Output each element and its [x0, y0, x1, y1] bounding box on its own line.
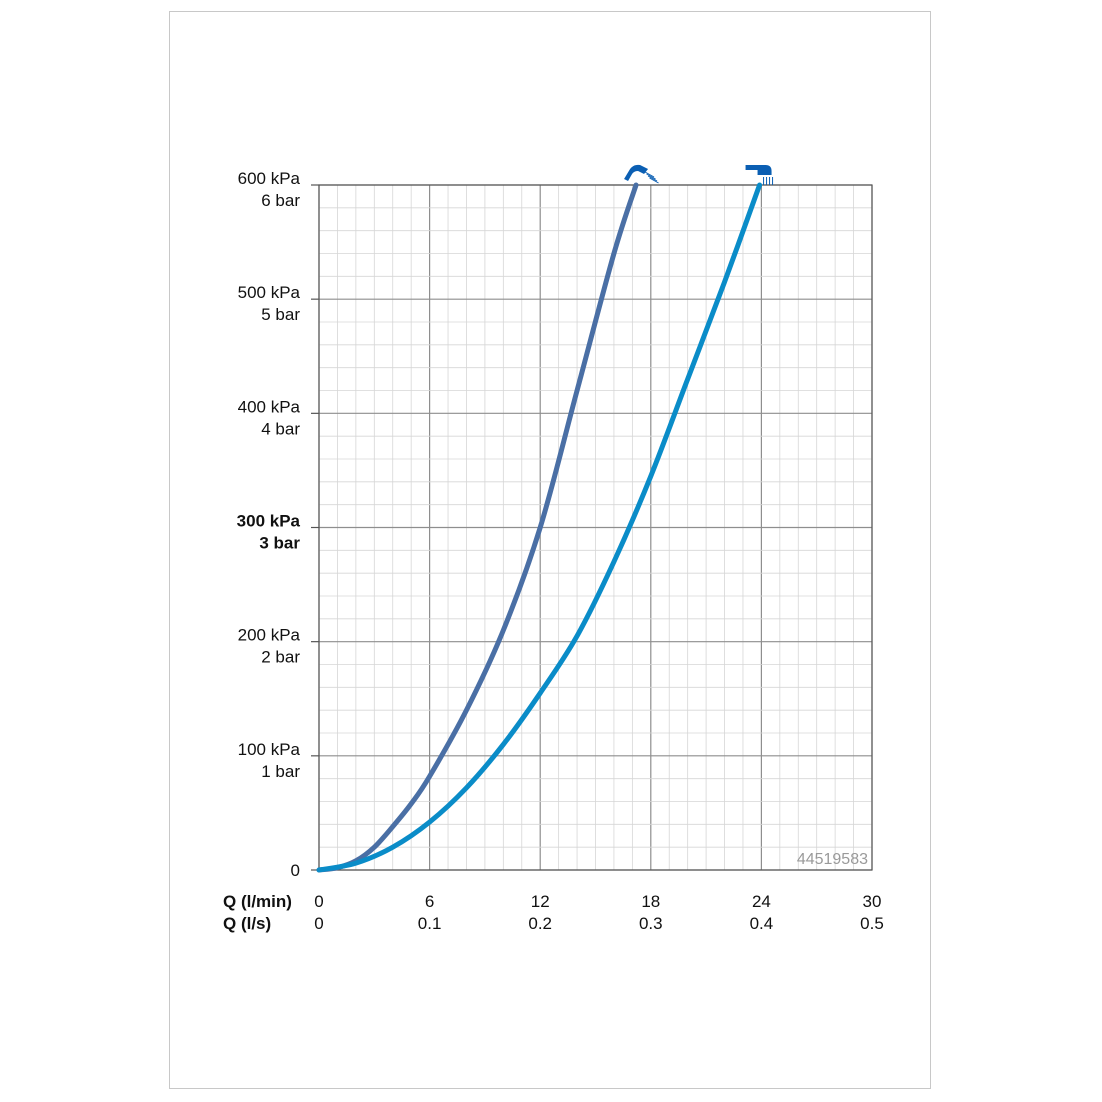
y-tick-label-kpa: 100 kPa [238, 740, 301, 759]
y-tick-label-bar: 3 bar [259, 534, 300, 553]
y-tick-label-bar: 1 bar [261, 762, 300, 781]
y-tick-label-kpa: 400 kPa [238, 397, 301, 416]
x-tick-label: 0.3 [639, 914, 663, 933]
x-tick-label: 0.1 [418, 914, 442, 933]
x-tick-label: 18 [641, 892, 660, 911]
x-axis-label: Q (l/s) [223, 914, 271, 933]
y-tick-label-kpa: 200 kPa [238, 626, 301, 645]
x-tick-label: 24 [752, 892, 771, 911]
chart-annotation: 44519583 [797, 851, 868, 868]
y-axis-ticks: 0 100 kPa 1 bar 200 kPa 2 bar 300 kPa 3 bar 400… [237, 169, 301, 880]
x-tick-label: 12 [531, 892, 550, 911]
spray-line [647, 175, 658, 182]
chart-series [316, 182, 763, 873]
pressure-flow-chart: 0 100 kPa 1 bar 200 kPa 2 bar 300 kPa 3 bar 400… [223, 164, 884, 933]
y-tick-label-kpa: 600 kPa [238, 169, 301, 188]
x-axis-label: Q (l/min) [223, 892, 292, 911]
x-tick-label: 0 [314, 914, 323, 933]
hand-shower-head-icon [745, 165, 774, 185]
y-tick-label-bar: 6 bar [261, 191, 300, 210]
document-page: 0 100 kPa 1 bar 200 kPa 2 bar 300 kPa 3 bar 400… [169, 11, 931, 1089]
spray-line [644, 171, 655, 178]
x-tick-label: 0.2 [528, 914, 552, 933]
x-tick-label: 0.5 [860, 914, 884, 933]
x-tick-label: 6 [425, 892, 434, 911]
x-tick-label: 0.4 [750, 914, 774, 933]
angled-shower-head-icon [624, 164, 659, 184]
spray-line [649, 177, 659, 184]
y-tick-label-kpa: 300 kPa [237, 512, 301, 531]
hand-shower-body [745, 165, 772, 175]
y-tick-label-bar: 2 bar [261, 648, 300, 667]
series-line-hand-shower [316, 182, 763, 873]
x-axis-ticks: Q (l/min) 0 6 12 18 24 30 Q (l/s) 0 0.1 0.2 0.3 0.4 0… [223, 892, 884, 933]
y-tick-label-kpa: 500 kPa [238, 283, 301, 302]
x-tick-label: 30 [863, 892, 882, 911]
y-tick-label-kpa: 0 [291, 861, 300, 880]
chart-grid [311, 184, 873, 871]
series-line-angled-shower [316, 182, 639, 873]
y-tick-label-bar: 4 bar [261, 419, 300, 438]
angled-shower-body [624, 164, 649, 181]
spray-line [646, 173, 656, 180]
chart-series-icons [624, 164, 774, 185]
x-tick-label: 0 [314, 892, 323, 911]
y-tick-label-bar: 5 bar [261, 305, 300, 324]
